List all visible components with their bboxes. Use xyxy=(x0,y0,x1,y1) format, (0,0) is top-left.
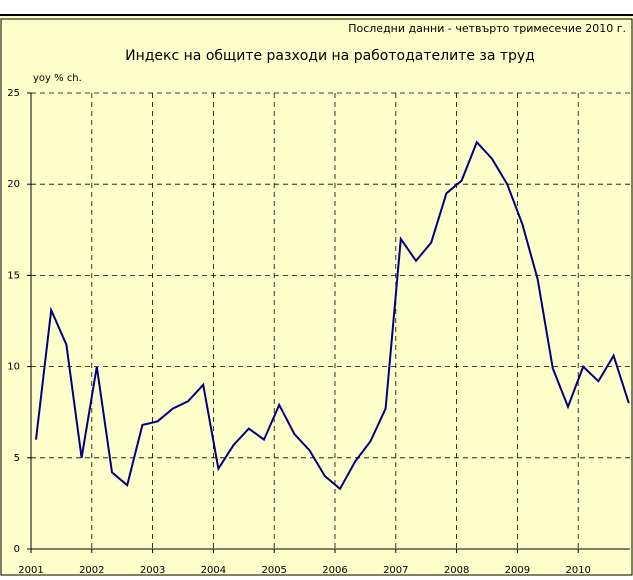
subtitle: Последни данни - четвърто тримесечие 201… xyxy=(348,22,626,35)
y-tick-label: 0 xyxy=(14,544,20,555)
x-tick-label: 2006 xyxy=(322,565,347,576)
y-tick-label: 20 xyxy=(7,179,20,190)
header-strip xyxy=(0,0,633,16)
x-tick-label: 2001 xyxy=(18,565,43,576)
x-tick-label: 2003 xyxy=(140,565,165,576)
y-tick-label: 15 xyxy=(7,270,20,281)
frame xyxy=(0,18,633,576)
x-tick-label: 2005 xyxy=(261,565,286,576)
data-line xyxy=(35,140,630,491)
chart-title: Индекс на общите разходи на работодатели… xyxy=(125,48,535,64)
x-tick-label: 2008 xyxy=(444,565,469,576)
y-axis-label: yoy % ch. xyxy=(33,73,82,84)
x-tick-label: 2004 xyxy=(201,565,226,576)
y-tick-label: 25 xyxy=(7,88,20,99)
x-tick-label: 2009 xyxy=(505,565,530,576)
x-tick-label: 2007 xyxy=(383,565,408,576)
y-tick-label: 5 xyxy=(14,453,20,464)
y-tick-label: 10 xyxy=(7,362,20,373)
x-tick-label: 2002 xyxy=(79,565,104,576)
x-tick-label: 2010 xyxy=(565,565,590,576)
